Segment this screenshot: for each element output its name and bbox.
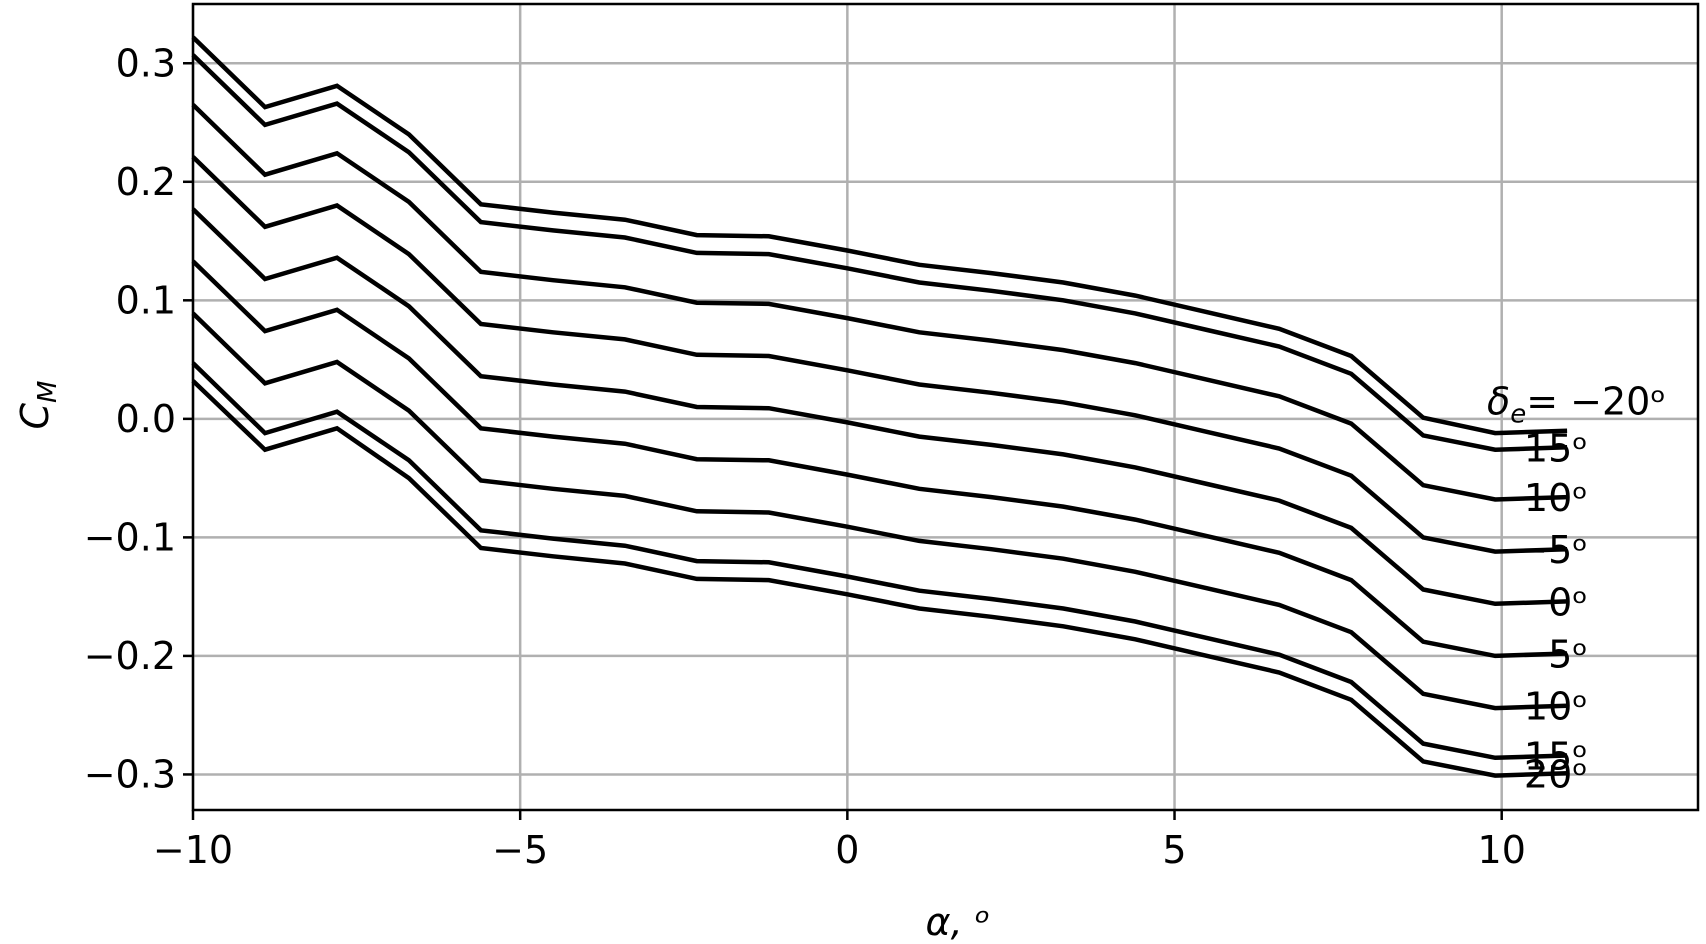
- series-label: δe= −20ᵒ: [1487, 380, 1666, 430]
- y-tick-label: 0.1: [116, 278, 176, 322]
- series-label: 15ᵒ: [1524, 734, 1588, 778]
- series-line: [191, 103, 1568, 502]
- grid-lines: [191, 4, 1698, 810]
- y-axis-label-subscript: M: [33, 381, 63, 403]
- series-line: [191, 361, 1568, 761]
- y-axis-label-main: C: [13, 402, 57, 429]
- series-line: [191, 379, 1568, 778]
- y-tick-label: 0.0: [116, 397, 176, 441]
- y-tick-label: −0.3: [84, 752, 176, 796]
- x-axis-label: α, ᵒ: [926, 900, 991, 944]
- series-label: 10ᵒ: [1524, 685, 1588, 729]
- series-line: [191, 259, 1568, 659]
- series-label: −5ᵒ: [1516, 528, 1588, 572]
- series-label: −10ᵒ: [1492, 476, 1588, 520]
- series-label-value: = −20ᵒ: [1526, 380, 1666, 424]
- y-tick-label: 0.2: [116, 160, 176, 204]
- series-label: −15ᵒ: [1492, 426, 1588, 470]
- x-tick-label: 0: [835, 828, 859, 872]
- y-tick-label: −0.1: [84, 515, 176, 559]
- series-line: [191, 311, 1568, 711]
- y-axis-label: CM: [13, 381, 63, 430]
- series-label: 0ᵒ: [1548, 580, 1588, 624]
- series-line: [191, 207, 1568, 607]
- series-label-symbol: δ: [1487, 380, 1510, 424]
- y-tick-label: −0.2: [84, 634, 176, 678]
- x-tick-label: 10: [1478, 828, 1526, 872]
- series-label: 20ᵒ: [1524, 752, 1588, 796]
- x-tick-label: −5: [492, 828, 548, 872]
- plot-frame: [191, 2, 1700, 812]
- y-tick-label: 0.3: [116, 41, 176, 85]
- series-label-subscript: e: [1510, 400, 1526, 430]
- series-line: [191, 53, 1568, 452]
- series-lines: [191, 35, 1568, 778]
- series-label: 5ᵒ: [1548, 633, 1588, 677]
- axis-ticks: −10 −5 0 5 10 0.3 0.2 0.1 0.0 −0.1 −0.2 −0.3: [84, 41, 1526, 872]
- series-line: [191, 35, 1568, 436]
- x-tick-label: −10: [153, 828, 233, 872]
- x-tick-label: 5: [1162, 828, 1186, 872]
- series-line: [191, 155, 1568, 554]
